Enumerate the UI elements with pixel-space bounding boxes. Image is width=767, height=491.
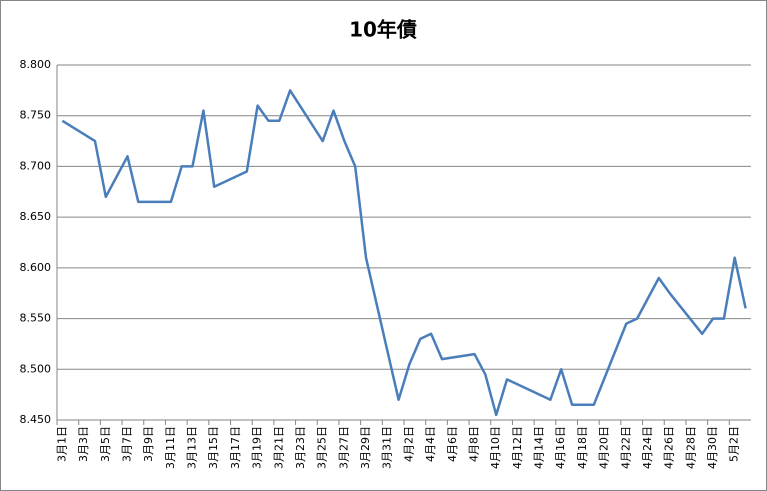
x-tick-label: 3月21日 — [272, 426, 285, 469]
x-tick-label: 4月26日 — [663, 426, 676, 469]
x-tick-label: 3月23日 — [294, 426, 307, 469]
x-tick-label: 4月6日 — [446, 426, 459, 462]
x-tick-label: 4月22日 — [619, 426, 632, 469]
y-tick-label: 8.700 — [20, 159, 52, 172]
x-tick-label: 4月28日 — [684, 426, 697, 469]
x-tick-label: 3月13日 — [186, 426, 199, 469]
y-tick-label: 8.550 — [20, 312, 52, 325]
x-tick-label: 3月1日 — [55, 426, 68, 462]
x-tick-label: 3月19日 — [251, 426, 264, 469]
x-tick-label: 4月4日 — [424, 426, 437, 462]
x-tick-label: 3月31日 — [381, 426, 394, 469]
x-tick-label: 3月11日 — [164, 426, 177, 469]
y-tick-label: 8.500 — [20, 362, 52, 375]
x-tick-label: 4月8日 — [467, 426, 480, 462]
x-tick-label: 3月27日 — [337, 426, 350, 469]
line-series — [61, 89, 747, 417]
x-tick-label: 4月30日 — [706, 426, 719, 469]
x-tick-label: 3月15日 — [207, 426, 220, 469]
x-tick-label: 3月29日 — [359, 426, 372, 469]
chart-title: 10年債 — [349, 18, 417, 42]
y-tick-label: 8.450 — [20, 413, 52, 426]
y-tick-label: 8.800 — [20, 58, 52, 71]
x-tick-label: 4月18日 — [576, 426, 589, 469]
x-tick-label: 4月14日 — [533, 426, 546, 469]
x-tick-label: 5月2日 — [728, 426, 741, 462]
x-tick-label: 3月7日 — [120, 426, 133, 462]
x-tick-label: 4月10日 — [489, 426, 502, 469]
x-tick-label: 3月25日 — [316, 426, 329, 469]
y-tick-label: 8.750 — [20, 109, 52, 122]
x-tick-label: 3月3日 — [77, 426, 90, 462]
x-tick-label: 4月12日 — [511, 426, 524, 469]
x-tick-label: 4月20日 — [598, 426, 611, 469]
x-tick-label: 3月17日 — [229, 426, 242, 469]
x-tick-label: 4月16日 — [554, 426, 567, 469]
x-tick-label: 4月2日 — [402, 426, 415, 462]
x-tick-label: 4月24日 — [641, 426, 654, 469]
x-tick-label: 3月9日 — [142, 426, 155, 462]
y-tick-label: 8.650 — [20, 210, 52, 223]
y-tick-label: 8.600 — [20, 261, 52, 274]
x-tick-label: 3月5日 — [99, 426, 112, 462]
